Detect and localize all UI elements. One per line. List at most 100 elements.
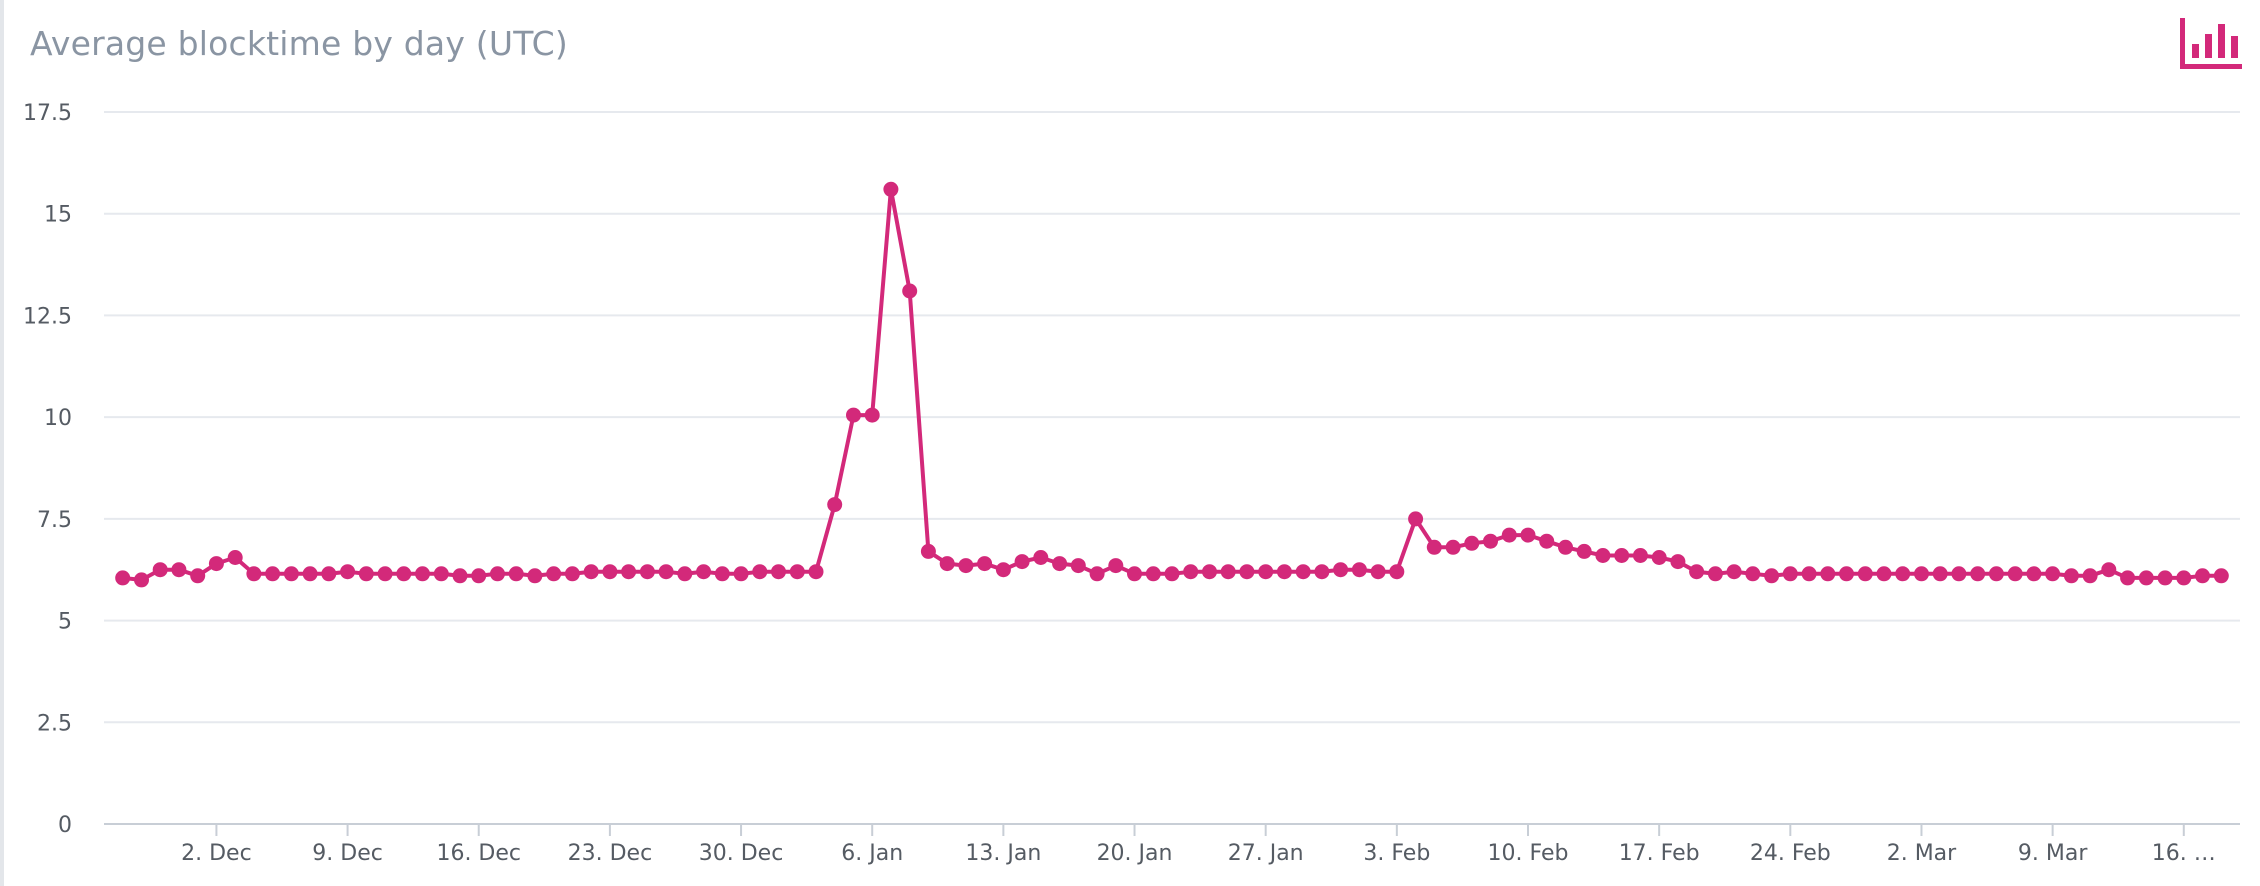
data-point bbox=[789, 564, 805, 580]
data-point bbox=[733, 566, 749, 582]
data-point bbox=[1014, 554, 1030, 570]
data-point bbox=[508, 566, 524, 582]
data-point bbox=[602, 564, 618, 580]
data-point bbox=[1782, 566, 1798, 582]
data-point bbox=[677, 566, 693, 582]
series-layer bbox=[115, 181, 2229, 588]
y-tick-label: 5 bbox=[58, 610, 72, 635]
data-point bbox=[208, 556, 224, 572]
data-point bbox=[1801, 566, 1817, 582]
data-point bbox=[321, 566, 337, 582]
data-point bbox=[2007, 566, 2023, 582]
data-point bbox=[1764, 568, 1780, 584]
y-axis-labels: 0 2.5 5 7.5 10 12.5 15 17.5 bbox=[23, 101, 72, 838]
series-line bbox=[122, 187, 2222, 582]
x-tick-label: 9. Dec bbox=[312, 841, 383, 866]
data-point bbox=[452, 568, 468, 584]
x-tick-label: 27. Jan bbox=[1228, 841, 1304, 866]
y-tick-label: 15 bbox=[44, 203, 72, 228]
data-point bbox=[1632, 548, 1648, 563]
x-axis: 2. Dec 9. Dec 16. Dec 23. Dec 30. Dec 6. Jan 1… bbox=[104, 823, 2240, 866]
data-point bbox=[227, 550, 243, 565]
data-point bbox=[1951, 566, 1967, 582]
data-point bbox=[1464, 535, 1480, 551]
data-point bbox=[1333, 562, 1349, 578]
data-point bbox=[1183, 564, 1199, 580]
data-point bbox=[808, 564, 824, 580]
data-point bbox=[827, 497, 843, 513]
data-point bbox=[1988, 566, 2004, 582]
data-point bbox=[639, 564, 655, 580]
data-point bbox=[977, 556, 993, 572]
data-point bbox=[115, 570, 131, 586]
data-point bbox=[302, 566, 318, 582]
data-point bbox=[377, 566, 393, 582]
chart-menu-button[interactable] bbox=[2178, 18, 2244, 72]
data-point bbox=[2101, 562, 2117, 578]
data-point bbox=[1389, 564, 1405, 580]
data-point bbox=[1239, 564, 1255, 580]
x-tick-label: 16. Dec bbox=[436, 841, 521, 866]
x-tick-label: 10. Feb bbox=[1488, 841, 1569, 866]
data-point bbox=[1501, 527, 1517, 543]
data-point bbox=[190, 568, 206, 584]
data-point bbox=[171, 562, 187, 578]
data-point bbox=[283, 566, 299, 582]
y-tick-label: 12.5 bbox=[23, 304, 72, 329]
data-point bbox=[1726, 564, 1742, 580]
x-tick-label: 24. Feb bbox=[1750, 841, 1831, 866]
data-point bbox=[1820, 566, 1836, 582]
x-tick-label: 6. Jan bbox=[841, 841, 903, 866]
data-point bbox=[2213, 568, 2229, 584]
data-point bbox=[1595, 548, 1611, 563]
data-point bbox=[621, 564, 637, 580]
data-point bbox=[1857, 566, 1873, 582]
data-point bbox=[1033, 550, 1049, 565]
data-point bbox=[265, 566, 281, 582]
data-point bbox=[490, 566, 505, 582]
data-point bbox=[902, 283, 918, 299]
data-point bbox=[1970, 566, 1986, 582]
x-tick-label: 30. Dec bbox=[699, 841, 784, 866]
y-tick-label: 0 bbox=[58, 813, 72, 838]
data-point bbox=[1483, 533, 1498, 549]
data-point bbox=[1576, 543, 1592, 559]
data-point bbox=[583, 564, 599, 580]
data-point bbox=[1127, 566, 1142, 582]
data-point bbox=[1351, 562, 1367, 578]
data-point bbox=[883, 181, 899, 197]
y-tick-label: 2.5 bbox=[37, 711, 72, 736]
data-point bbox=[527, 568, 543, 584]
x-tick-label: 13. Jan bbox=[965, 841, 1041, 866]
x-tick-label: 23. Dec bbox=[568, 841, 653, 866]
data-point bbox=[1707, 566, 1723, 582]
data-point bbox=[546, 566, 562, 582]
data-point bbox=[658, 564, 674, 580]
data-point bbox=[358, 566, 374, 582]
x-tick-label: 17. Feb bbox=[1619, 841, 1700, 866]
data-point bbox=[2138, 570, 2154, 586]
y-tick-label: 10 bbox=[44, 406, 72, 431]
data-point bbox=[1689, 564, 1705, 580]
x-tick-label: 16. … bbox=[2152, 841, 2216, 866]
data-point bbox=[2063, 568, 2079, 584]
data-point bbox=[958, 558, 974, 574]
data-point bbox=[1052, 556, 1068, 572]
data-point bbox=[246, 566, 262, 582]
data-point bbox=[1164, 566, 1180, 582]
data-point bbox=[1426, 539, 1442, 555]
data-point bbox=[920, 543, 936, 559]
data-point bbox=[752, 564, 768, 580]
data-point bbox=[771, 564, 786, 580]
data-point bbox=[1108, 558, 1124, 574]
data-point bbox=[1070, 558, 1086, 574]
x-tick-label: 3. Feb bbox=[1363, 841, 1430, 866]
data-point bbox=[1145, 566, 1161, 582]
data-point bbox=[1220, 564, 1236, 580]
data-point bbox=[1651, 550, 1667, 565]
data-point bbox=[1914, 566, 1929, 582]
data-point bbox=[1276, 564, 1292, 580]
data-point bbox=[134, 572, 149, 588]
grid-lines bbox=[104, 111, 2240, 724]
data-point bbox=[2082, 568, 2098, 584]
